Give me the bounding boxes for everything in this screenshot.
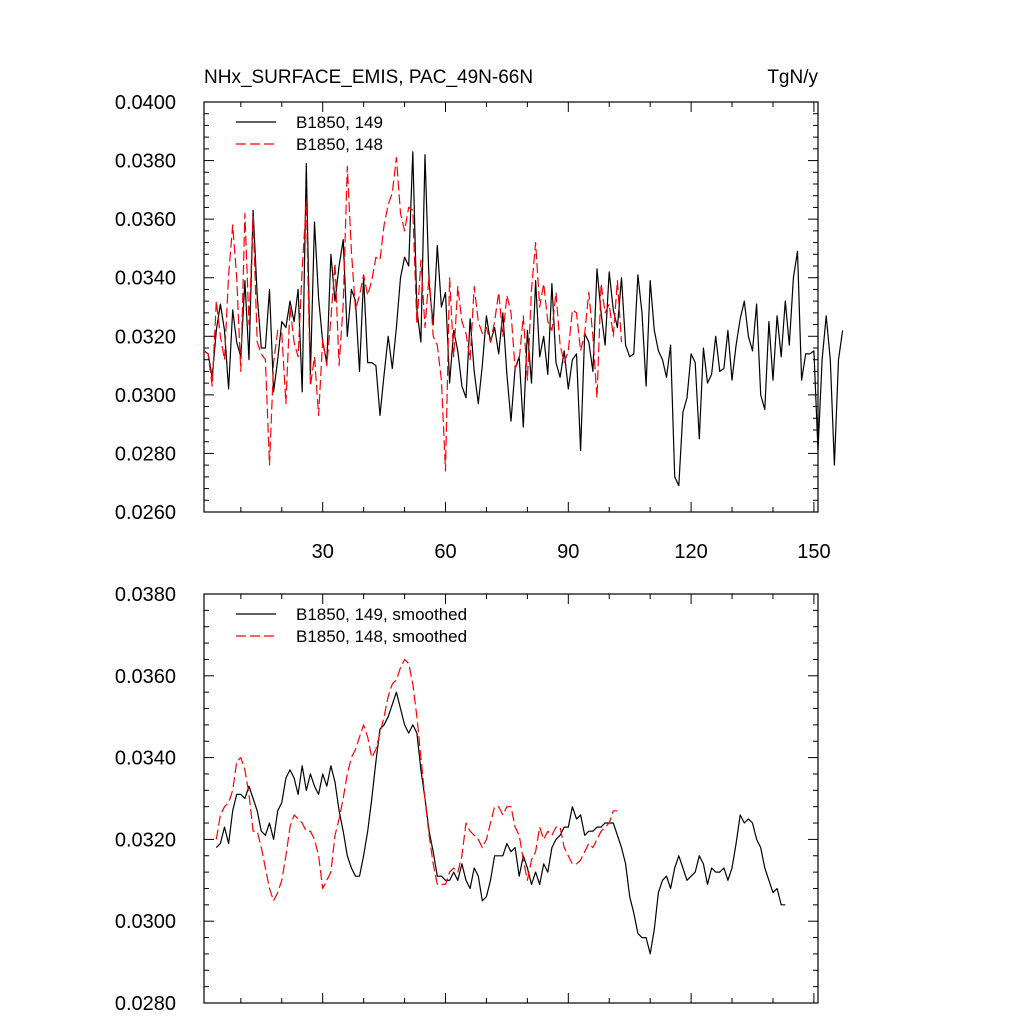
- y-tick-label: 0.0400: [115, 92, 176, 114]
- y-tick-label: 0.0280: [115, 993, 176, 1015]
- x-tick-label: 60: [434, 541, 456, 563]
- y-tick-label: 0.0300: [115, 911, 176, 933]
- y-axis: 0.0280 0.0300 0.0320 0.0340 0.0360 0.0380: [115, 584, 818, 1015]
- series-line-red: [215, 658, 618, 902]
- units-label: TgN/y: [767, 67, 818, 88]
- y-tick-label: 0.0280: [115, 443, 176, 465]
- y-tick-label: 0.0300: [115, 385, 176, 407]
- plot-frame: [203, 593, 819, 1004]
- legend-label: B1850, 148, smoothed: [296, 627, 467, 646]
- top-panel: NHx_SURFACE_EMIS, PAC_49N-66N TgN/y 0.02…: [115, 67, 844, 563]
- y-tick-label: 0.0320: [115, 326, 176, 348]
- y-axis: 0.0260 0.0280 0.0300 0.0320 0.0340 0.0360 0.03…: [115, 92, 818, 524]
- legend-label: B1850, 149: [296, 113, 383, 132]
- y-tick-label: 0.0260: [115, 502, 176, 524]
- y-tick-label: 0.0340: [115, 268, 176, 290]
- series-line-black: [215, 691, 786, 955]
- series-line-red: [203, 157, 623, 472]
- x-axis: [240, 594, 815, 1003]
- y-tick-label: 0.0380: [115, 584, 176, 606]
- y-tick-label: 0.0320: [115, 829, 176, 851]
- panel-title: NHx_SURFACE_EMIS, PAC_49N-66N: [204, 67, 533, 88]
- y-tick-label: 0.0380: [115, 151, 176, 173]
- y-tick-label: 0.0360: [115, 666, 176, 688]
- legend-label: B1850, 149, smoothed: [296, 605, 467, 624]
- y-tick-label: 0.0340: [115, 748, 176, 770]
- plot-frame: [203, 101, 819, 513]
- x-tick-label: 30: [312, 541, 334, 563]
- legend-label: B1850, 148: [296, 135, 383, 154]
- bottom-panel: 0.0280 0.0300 0.0320 0.0340 0.0360 0.0380 B185…: [115, 584, 819, 1015]
- x-axis: 30 60 90 120 150: [240, 102, 831, 563]
- y-tick-label: 0.0360: [115, 209, 176, 231]
- x-tick-label: 90: [557, 541, 579, 563]
- x-tick-label: 150: [797, 541, 830, 563]
- x-tick-label: 120: [674, 541, 707, 563]
